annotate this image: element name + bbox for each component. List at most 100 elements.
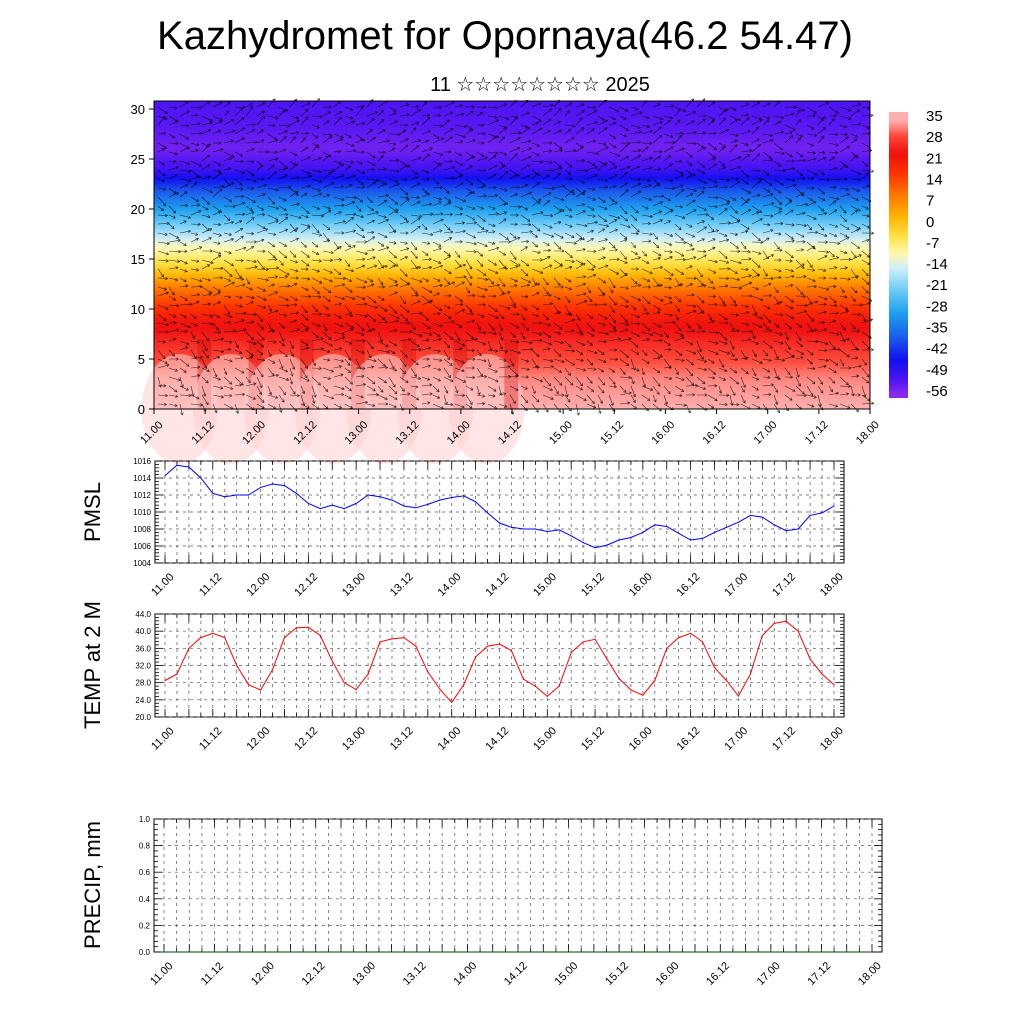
precip-ytick-label: 1.0	[139, 815, 151, 824]
temp2m-data-point	[283, 637, 286, 639]
temp2m-xtick-label: 11.12	[197, 725, 224, 752]
precip-ytick-label: 0.4	[139, 895, 151, 904]
precip-xtick-label: 16.00	[654, 960, 682, 988]
temp2m-ytick-label: 32.0	[135, 662, 151, 671]
pmsl-xtick-label: 16.12	[675, 571, 703, 599]
pmsl-minor-ticks	[155, 460, 844, 564]
pmsl-xtick-label: 14.12	[483, 571, 511, 599]
temp2m-xtick-label: 12.12	[292, 725, 320, 753]
temp2m-data-point	[702, 641, 704, 643]
pmsl-data-point	[737, 521, 740, 523]
pmsl-data-point	[403, 505, 405, 507]
precip-xtick-label: 15.12	[603, 960, 631, 988]
temp2m-data-point	[403, 637, 405, 639]
pmsl-data-point	[773, 524, 775, 526]
pmsl-xtick-label: 15.00	[531, 571, 559, 599]
pmsl-data-point	[176, 464, 178, 466]
pmsl-ytick-label: 1010	[133, 508, 151, 517]
precip-data-point	[163, 951, 165, 953]
pmsl-data-point	[451, 496, 453, 499]
pmsl-data-point	[236, 494, 238, 496]
temp2m-data-point	[391, 638, 393, 640]
temp2m-data-point	[558, 685, 560, 687]
pmsl-xtick-label: 11.00	[149, 571, 176, 598]
pmsl-grid	[155, 460, 844, 564]
temp2m-data-point	[164, 679, 166, 682]
pmsl-data-point	[510, 526, 512, 528]
pmsl-data-point	[331, 504, 333, 506]
temp2m-chart: 20.0 24.0 28.0 32.0 36.0 40.0 44.0 11.00 11.12 12…	[80, 601, 846, 753]
temp2m-data-point	[498, 643, 501, 645]
precip-ytick-label: 0.8	[139, 842, 151, 851]
pmsl-data-point	[749, 514, 752, 517]
temp2m-xtick-label: 15.12	[579, 725, 607, 753]
temp2m-data-point	[200, 637, 202, 639]
pmsl-ytick-label: 1006	[133, 542, 151, 551]
precip-xtick-label: 12.12	[300, 960, 328, 988]
precip-xtick-label: 17.12	[805, 960, 833, 988]
precip-data-point	[871, 951, 873, 953]
pmsl-data-point	[618, 539, 620, 541]
temp2m-data-point	[654, 679, 656, 682]
pmsl-xtick-label: 14.00	[436, 571, 464, 599]
colorbar-label: -14	[926, 256, 948, 273]
precip-xtick-label: 11.12	[199, 960, 226, 987]
temp2m-data-point	[355, 688, 357, 691]
temp2m-data-point	[666, 647, 668, 649]
temp2m-data-point	[331, 660, 333, 662]
pmsl-data-point	[475, 501, 477, 503]
pmsl-ytick-label: 1014	[133, 474, 151, 483]
temp2m-data-point	[785, 620, 787, 622]
pmsl-data-point	[558, 529, 560, 531]
temp2m-xtick-label: 11.00	[149, 725, 176, 752]
pmsl-data-point	[487, 512, 489, 514]
pmsl-data-point	[797, 528, 799, 530]
temp2m-ytick-label: 20.0	[135, 713, 151, 722]
pmsl-data-point	[248, 494, 250, 496]
precip-xtick-label: 14.00	[451, 960, 479, 988]
figure-subtitle: 11 ☆☆☆☆☆☆☆☆ 2025	[430, 74, 650, 96]
pmsl-data-point	[833, 505, 835, 507]
temp2m-data-point	[713, 667, 716, 669]
pmsl-ylabel: PMSL	[80, 482, 105, 542]
temp2m-data-point	[415, 645, 417, 647]
colorbar-label: 14	[926, 171, 943, 188]
pmsl-data-point	[546, 530, 548, 533]
cross-section-ytick-label: 10	[131, 302, 145, 317]
precip-xtick-label: 13.12	[401, 960, 429, 988]
pmsl-data-point	[534, 528, 536, 530]
temp2m-data-point	[737, 695, 740, 697]
pmsl-data-point	[594, 547, 596, 549]
pmsl-data-point	[283, 485, 286, 487]
temp2m-ytick-label: 36.0	[135, 644, 151, 653]
pmsl-data-point	[690, 539, 692, 541]
temp2m-data-point	[582, 641, 584, 643]
pmsl-data-point	[666, 525, 668, 528]
temp2m-xtick-label: 12.00	[244, 725, 272, 753]
temp2m-data-point	[761, 634, 763, 637]
temp2m-data-point	[427, 671, 429, 673]
temp2m-xtick-label: 14.12	[483, 725, 511, 753]
pmsl-data-point	[295, 492, 297, 494]
cross-section-ytick-label: 0	[138, 402, 145, 417]
pmsl-data-point	[355, 502, 357, 505]
temp2m-data-point	[271, 669, 274, 671]
colorbar-label: 0	[926, 214, 934, 231]
temp2m-data-point	[439, 688, 441, 690]
cross-section-xtick-label: 18.00	[854, 419, 882, 447]
cross-section-xtick-label: 15.00	[547, 419, 575, 447]
precip-ytick-label: 0.6	[139, 868, 151, 877]
temp2m-data-point	[678, 637, 680, 639]
pmsl-data-point	[260, 486, 262, 488]
temp2m-data-point	[725, 679, 728, 682]
cross-section-ytick-label: 30	[131, 102, 145, 117]
pmsl-xtick-label: 13.00	[340, 571, 368, 599]
pmsl-data-point	[678, 532, 680, 534]
temp2m-data-point	[510, 649, 512, 652]
colorbar-strip	[889, 112, 908, 398]
pmsl-xtick-label: 12.00	[244, 571, 272, 599]
pmsl-data-point	[319, 508, 321, 510]
colorbar-label: 35	[926, 108, 943, 125]
precip-xtick-label: 15.00	[552, 960, 580, 988]
